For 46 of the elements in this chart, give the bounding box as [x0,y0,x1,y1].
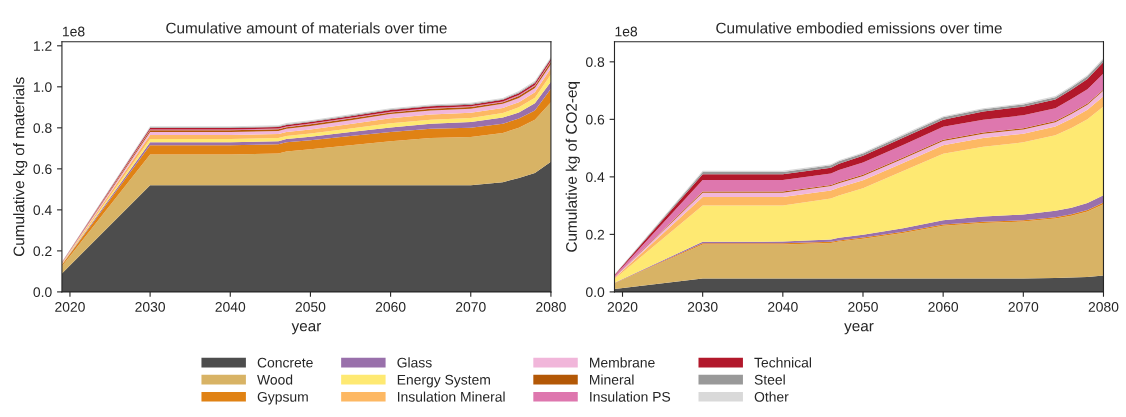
y-axis-title: Cumulative kg of materials [13,77,28,257]
x-tick-label: 2080 [536,301,566,312]
x-tick-label: 2060 [928,301,959,312]
chart-title: Cumulative amount of materials over time [166,22,447,34]
legend-label: Glass [397,357,432,368]
legend-label: Technical [754,357,812,368]
legend-label: Insulation PS [590,391,671,402]
y-tick-label: 0.0 [33,287,52,298]
x-tick-label: 2070 [1008,301,1039,312]
legend-label: Wood [257,374,293,385]
legend-label: Energy System [397,374,490,388]
x-tick-label: 2050 [848,301,878,312]
legend-label: Membrane [590,357,655,368]
y-tick-label: 0.2 [586,229,605,240]
x-tick-label: 2020 [607,301,638,312]
x-tick-label: 2040 [768,301,798,312]
legend-label: Steel [754,374,785,385]
y-tick-label: 1.2 [33,41,52,51]
x-axis-title: year [291,322,322,335]
x-tick-label: 2030 [135,301,166,312]
y-tick-label: 0.8 [33,123,52,133]
legend-label: Gypsum [257,391,308,405]
y-tick-label: 0.0 [586,287,605,298]
y-tick-label: 0.4 [586,172,605,183]
y-tick-label: 0.4 [33,205,52,216]
x-tick-label: 2050 [295,301,326,312]
y-axis-title: Cumulative kg of CO2-eq [565,82,580,252]
y-tick-label: 0.6 [33,164,52,175]
y-tick-label: 1.0 [33,82,52,92]
legend-label: Mineral [590,374,634,385]
x-axis-title: year [844,322,874,335]
legend-label: Concrete [257,357,313,368]
x-tick-label: 2020 [55,301,85,312]
y-tick-label: 0.6 [586,114,605,125]
x-tick-label: 2080 [1088,301,1119,312]
x-tick-label: 2040 [215,301,246,312]
x-tick-label: 2030 [687,301,718,312]
text: 1e8 [615,26,638,37]
x-tick-label: 2060 [375,301,406,312]
chart-title: Cumulative embodied emissions over time [716,22,1002,34]
legend-label: Other [754,391,789,402]
text: 1e8 [62,26,85,37]
legend-label: Insulation Mineral [397,391,505,402]
y-tick-label: 0.8 [586,57,605,67]
x-tick-label: 2070 [456,301,486,312]
y-tick-label: 0.2 [33,246,52,257]
